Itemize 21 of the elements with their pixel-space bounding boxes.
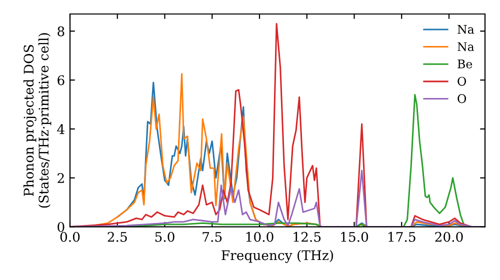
y-tick-label: 0 [58, 222, 64, 232]
legend-label: O [458, 94, 466, 104]
x-tick-label: 17.5 [388, 232, 416, 242]
y-tick-label: 6 [58, 75, 64, 86]
y-axis-title: Phonon projected DOS (States/THz·primitive cell) [23, 33, 52, 208]
x-tick-label: 20.0 [435, 232, 463, 242]
legend-label: Na [458, 24, 474, 34]
y-tick-label: 8 [58, 26, 64, 36]
x-tick-label: 7.5 [202, 232, 222, 242]
x-tick-label: 15.0 [341, 232, 368, 242]
x-tick-label: 12.5 [294, 232, 321, 242]
y-tick-label: 4 [57, 124, 64, 134]
legend-label: Be [458, 60, 472, 68]
legend-label: Na [458, 42, 474, 52]
x-tick-label: 5.0 [155, 232, 174, 242]
y-tick-label: 2 [58, 173, 64, 183]
legend-label: O [458, 76, 466, 86]
x-tick-label: 10.0 [246, 232, 274, 242]
x-tick-label: 2.5 [108, 232, 127, 242]
x-axis-title: Frequency (THz) [222, 250, 334, 263]
x-tick-label: 0.0 [60, 232, 80, 242]
